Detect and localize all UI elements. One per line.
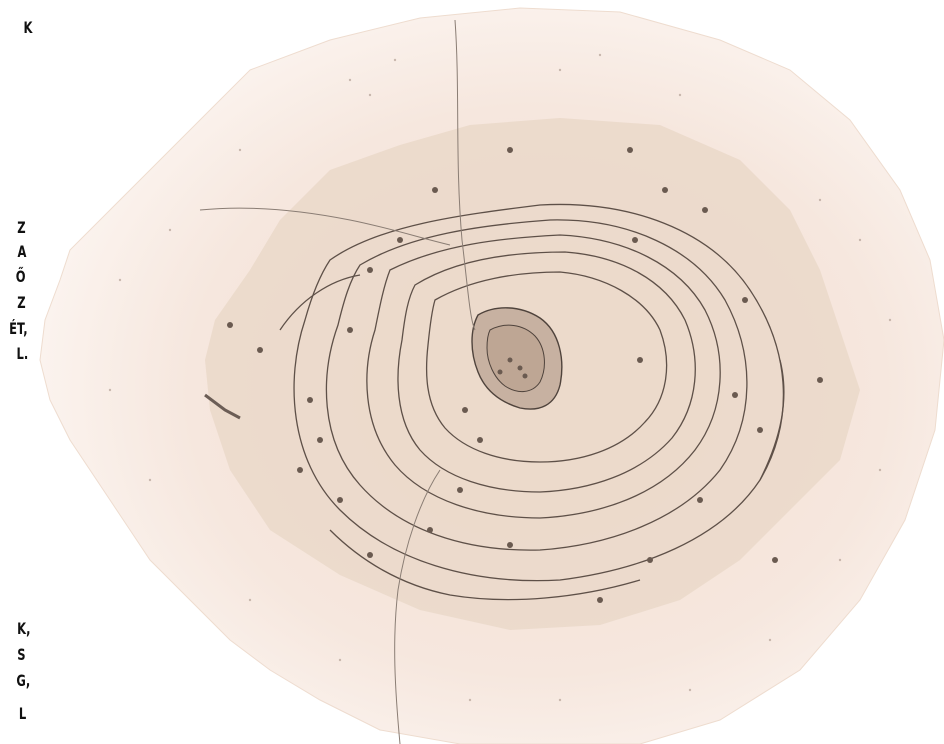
map-dot [477,437,483,443]
speckle [558,68,562,72]
speckle [678,93,682,97]
map-dot [397,237,403,243]
map-dot [347,327,353,333]
map-dot [427,527,433,533]
map-dot [757,427,763,433]
map-dot [647,557,653,563]
map-dot [742,297,748,303]
map-dot [462,407,468,413]
map-dot [772,557,778,563]
text-fragment-5: Z [17,293,26,312]
map-dot [627,147,633,153]
map-dot [507,357,513,363]
speckle [338,658,342,662]
map-dot [257,347,263,353]
contour-lines [279,203,785,601]
map-dot [522,373,528,379]
contour-line-2 [325,219,748,551]
text-fragment-4: Ő [16,267,26,286]
map-dot [317,437,323,443]
text-fragment-3: A [17,242,26,261]
text-fragment-11: L [18,704,26,723]
map-dot [507,542,513,548]
speckle [838,558,842,562]
speckle [148,478,152,482]
speckle [118,278,122,282]
map-dot [457,487,463,493]
speckle [558,698,562,702]
text-fragment-8: K, [16,619,30,638]
contour-line-5 [425,271,668,463]
speckle [468,698,472,702]
speckle [888,318,892,322]
contour-line-6 [279,274,785,601]
map-dot [517,365,523,371]
road-lines [199,19,476,744]
speckle [248,598,252,602]
road-west [199,207,451,246]
contour-line-3 [366,234,721,519]
speckle [818,198,822,202]
speckle [368,93,372,97]
speckle [238,148,242,152]
road-south [394,469,441,744]
road-north [454,19,476,331]
speckle [688,688,692,692]
text-fragment-2: Z [17,218,26,237]
contour-line-4 [397,251,696,493]
speckle [858,238,862,242]
speckle [393,58,397,62]
speckle [878,468,882,472]
text-fragment-7: L. [16,344,28,363]
text-fragment-6: ÉT, [9,319,28,338]
speckle [108,388,112,392]
speckle [768,638,772,642]
map-dot [632,237,638,243]
map-dot [662,187,668,193]
contour-line-1 [293,203,785,582]
map-dot [817,377,823,383]
map-dots [227,147,823,603]
map-dot [297,467,303,473]
map-dot [307,397,313,403]
map-dot [697,497,703,503]
map-dot [637,357,643,363]
text-fragment-9: S [17,645,26,664]
map-dot [337,497,343,503]
map-dot [432,187,438,193]
speckle [168,228,172,232]
speckle [598,53,602,57]
map-dot [732,392,738,398]
map-dot [367,552,373,558]
map-dot [507,147,513,153]
west-edge-mark [204,393,241,420]
map-dot [497,369,503,375]
map-dot [702,207,708,213]
map-dot [597,597,603,603]
text-fragment-1: K [23,18,32,37]
map-dot [367,267,373,273]
speckle [348,78,352,82]
text-fragment-10: G, [16,671,30,690]
summit-inner [486,324,545,392]
speckles [108,53,892,702]
map-dot [227,322,233,328]
